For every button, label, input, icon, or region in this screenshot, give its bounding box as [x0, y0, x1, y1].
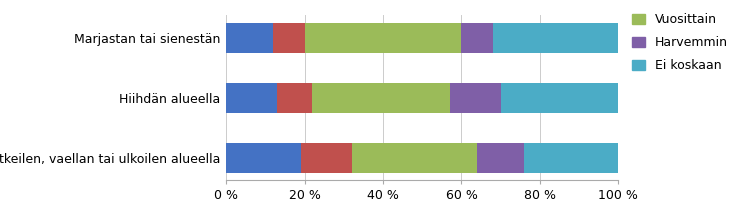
- Legend: Vuosittain, Harvemmin, Ei koskaan: Vuosittain, Harvemmin, Ei koskaan: [633, 13, 728, 72]
- Bar: [477, 143, 524, 173]
- Bar: [501, 83, 618, 113]
- Bar: [301, 143, 351, 173]
- Bar: [351, 143, 477, 173]
- Bar: [273, 23, 305, 53]
- Bar: [226, 83, 277, 113]
- Bar: [493, 23, 618, 53]
- Bar: [277, 83, 312, 113]
- Bar: [524, 143, 618, 173]
- Bar: [312, 83, 449, 113]
- Bar: [461, 23, 493, 53]
- Bar: [226, 23, 273, 53]
- Bar: [305, 23, 461, 53]
- Bar: [226, 143, 301, 173]
- Bar: [449, 83, 501, 113]
